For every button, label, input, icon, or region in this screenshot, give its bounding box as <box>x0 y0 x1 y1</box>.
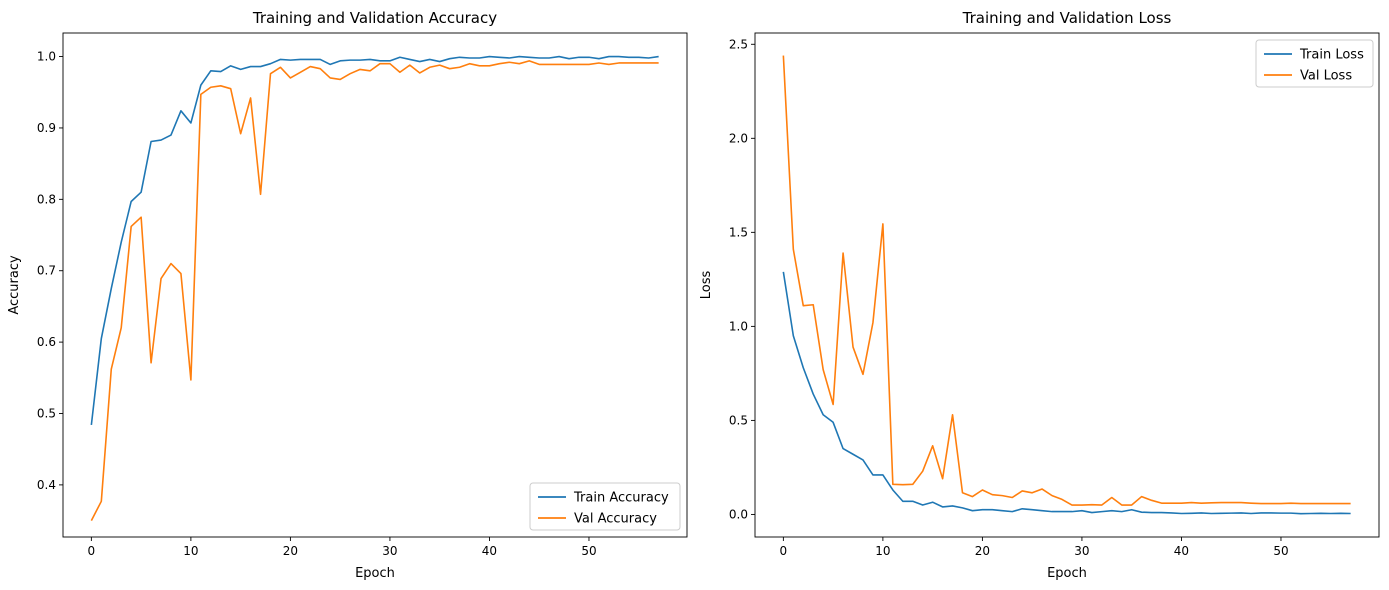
x-tick-label: 40 <box>1174 544 1189 558</box>
x-tick-label: 0 <box>88 544 96 558</box>
legend-label: Val Loss <box>1300 69 1352 84</box>
x-tick-label: 10 <box>875 544 890 558</box>
y-tick-label: 1.0 <box>37 50 56 64</box>
chart-title: Training and Validation Accuracy <box>252 9 497 27</box>
y-tick-label: 0.6 <box>37 335 56 349</box>
series-line-train-loss <box>782 271 1351 515</box>
y-tick-label: 0.8 <box>37 192 56 206</box>
y-tick-label: 2.0 <box>729 131 748 145</box>
x-axis-label: Epoch <box>355 566 395 581</box>
plot-frame <box>62 32 688 538</box>
x-tick-label: 0 <box>780 544 788 558</box>
legend: Train Accuracy Val Accuracy <box>529 482 681 531</box>
x-tick-label: 20 <box>975 544 990 558</box>
loss-chart: Training and Validation Loss 0 10 20 30 40 50 0… <box>699 9 1380 581</box>
y-tick-label: 0.7 <box>37 264 56 278</box>
y-tick-label: 0.9 <box>37 121 56 135</box>
legend-label: Train Loss <box>1299 48 1364 63</box>
legend-label: Train Accuracy <box>573 491 669 506</box>
y-tick-label: 1.0 <box>729 319 748 333</box>
y-tick-label: 0.5 <box>37 406 56 420</box>
x-axis-label: Epoch <box>1047 566 1087 581</box>
y-axis-label: Accuracy <box>7 255 22 315</box>
x-tick-label: 30 <box>1074 544 1089 558</box>
y-axis-label: Loss <box>699 271 714 300</box>
x-tick-label: 40 <box>482 544 497 558</box>
x-tick-label: 30 <box>382 544 397 558</box>
legend-label: Val Accuracy <box>574 512 657 527</box>
accuracy-chart: Training and Validation Accuracy 0 10 20 30 4… <box>7 9 688 581</box>
series-line-train-accuracy <box>90 55 659 426</box>
legend: Train Loss Val Loss <box>1255 39 1374 88</box>
series-line-val-accuracy <box>90 60 659 521</box>
x-tick-label: 20 <box>283 544 298 558</box>
chart-title: Training and Validation Loss <box>962 9 1172 27</box>
plot-frame <box>754 32 1380 538</box>
x-tick-label: 10 <box>183 544 198 558</box>
x-tick-label: 50 <box>581 544 596 558</box>
y-tick-label: 2.5 <box>729 37 748 51</box>
y-tick-label: 0.4 <box>37 478 56 492</box>
y-tick-label: 0.5 <box>729 413 748 427</box>
legend-box <box>529 482 681 531</box>
y-tick-label: 0.0 <box>729 507 748 521</box>
x-tick-label: 50 <box>1273 544 1288 558</box>
y-tick-label: 1.5 <box>729 225 748 239</box>
series-line-val-loss <box>782 55 1351 506</box>
